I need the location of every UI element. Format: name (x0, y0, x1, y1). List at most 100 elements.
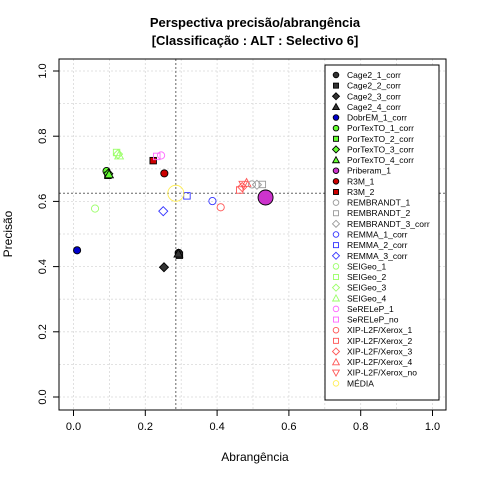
legend-marker (331, 92, 341, 101)
y-tick-label: 0.4 (37, 259, 49, 274)
data-point (158, 262, 170, 273)
data-point (73, 246, 82, 255)
data-point (157, 151, 166, 160)
legend-marker (332, 326, 340, 334)
data-point (258, 180, 267, 189)
legend-marker (331, 251, 341, 260)
y-tick-label: 1.0 (37, 63, 49, 78)
data-point (90, 204, 100, 213)
legend-marker (331, 145, 341, 154)
legend-label: DobrEM_1_corr (347, 113, 407, 123)
legend-label: SEIGeo_2 (347, 272, 386, 282)
x-axis-label: Abrangência (221, 450, 289, 464)
legend-label: XIP-L2F/Xerox_no (347, 368, 417, 378)
legend-label: REMMA_2_corr (347, 240, 408, 250)
chart-subtitle: [Classificação : ALT : Selectivo 6] (152, 33, 359, 48)
data-point (238, 180, 249, 191)
legend-label: SEIGeo_1 (347, 261, 386, 271)
legend-label: PorTexTO_1_corr (347, 123, 414, 133)
data-point (216, 203, 225, 212)
legend-label: SeRELeP_no (347, 315, 399, 325)
legend-marker (331, 357, 341, 366)
legend-label: Priberam_1 (347, 166, 391, 176)
y-axis: 0.0 0.2 0.4 0.6 0.8 1.0 (37, 63, 59, 405)
legend-box (324, 64, 440, 401)
data-point (236, 186, 244, 194)
legend-marker (332, 305, 340, 313)
legend-label: XIP-L2F/Xerox_2 (347, 336, 412, 346)
legend-marker (332, 124, 340, 132)
legend-marker (333, 82, 339, 89)
data-point (153, 152, 161, 161)
x-tick-label: 0.4 (209, 421, 224, 433)
data-point (167, 184, 185, 202)
legend-marker (333, 274, 339, 281)
x-axis: 0.0 0.2 0.4 0.6 0.8 1.0 (66, 410, 440, 433)
legend-label: REMBRANDT_3_corr (347, 219, 430, 229)
legend-label: REMMA_1_corr (347, 230, 408, 240)
legend-label: REMBRANDT_1 (347, 198, 411, 208)
chart-title: Perspectiva precisão/abrangência (150, 15, 361, 30)
x-tick-label: 0.8 (353, 421, 368, 433)
legend-marker (332, 263, 340, 270)
data-point (241, 177, 252, 187)
legend-marker (333, 210, 339, 217)
data-points (73, 148, 274, 273)
data-point (208, 197, 217, 206)
y-tick-label: 0.6 (37, 194, 49, 209)
legend-marker (333, 188, 339, 195)
legend-label: REMMA_3_corr (347, 251, 408, 261)
x-tick-label: 0.0 (66, 421, 81, 433)
legend-label: Cage2_3_corr (347, 91, 401, 101)
legend-label: PorTexTO_4_corr (347, 155, 414, 165)
legend-marker (331, 102, 341, 111)
legend-label: SeRELeP_1 (347, 304, 394, 314)
legend-marker (331, 369, 341, 378)
data-point (173, 248, 184, 258)
data-point (251, 179, 263, 190)
legend-label: XIP-L2F/Xerox_4 (347, 357, 412, 367)
legend-marker (331, 347, 341, 356)
y-tick-label: 0.2 (37, 324, 49, 339)
legend-marker (332, 380, 340, 387)
reference-lines (59, 59, 446, 410)
legend-label: Cage2_4_corr (347, 102, 401, 112)
legend-label: PorTexTO_2_corr (347, 134, 414, 144)
legend: Cage2_1_corrCage2_2_corrCage2_3_corrCage… (324, 64, 440, 401)
legend-label: R3M_1 (347, 176, 375, 186)
legend-label: Cage2_2_corr (347, 81, 401, 91)
data-point (257, 189, 274, 206)
data-point (158, 206, 169, 217)
legend-marker (332, 199, 340, 206)
legend-marker (331, 219, 341, 229)
legend-marker (332, 71, 340, 79)
y-tick-label: 0.8 (37, 129, 49, 144)
legend-marker (331, 155, 341, 164)
legend-label: PorTexTO_3_corr (347, 144, 414, 154)
legend-marker (331, 283, 341, 292)
legend-marker (333, 316, 339, 323)
legend-marker (332, 231, 340, 238)
data-point (247, 180, 256, 189)
legend-label: R3M_2 (347, 187, 375, 197)
legend-marker (332, 178, 340, 185)
legend-marker (331, 294, 341, 302)
data-point (160, 169, 169, 178)
legend-label: Cage2_1_corr (347, 70, 401, 80)
y-tick-label: 0.0 (37, 389, 49, 404)
legend-label: MÉDIA (347, 378, 374, 388)
y-axis-label: Precisão (1, 210, 15, 257)
legend-label: XIP-L2F/Xerox_3 (347, 346, 412, 356)
x-tick-label: 0.6 (281, 421, 296, 433)
plot-frame (58, 58, 447, 411)
legend-marker (333, 135, 339, 142)
legend-label: SEIGeo_4 (347, 293, 386, 303)
legend-marker (333, 337, 339, 344)
x-tick-label: 1.0 (425, 421, 440, 433)
legend-marker (333, 242, 339, 249)
data-point (103, 169, 115, 179)
legend-label: REMBRANDT_2 (347, 208, 411, 218)
legend-marker (332, 167, 340, 174)
